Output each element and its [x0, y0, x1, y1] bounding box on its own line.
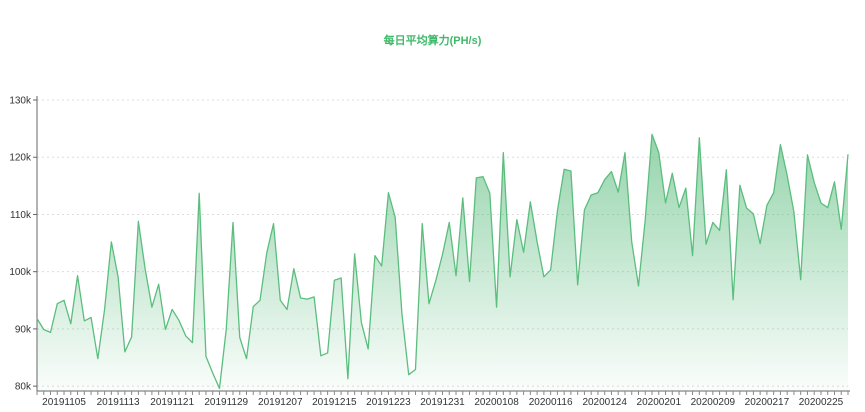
x-tick-label: 20191129 — [204, 397, 248, 408]
x-tick-label: 20200217 — [745, 397, 790, 408]
series-area — [37, 134, 848, 391]
y-tick-label: 130k — [9, 96, 32, 107]
x-tick-label: 20200108 — [474, 397, 519, 408]
chart-title: 每日平均算力(PH/s) — [383, 35, 482, 47]
y-tick-label: 100k — [9, 267, 32, 278]
y-tick-label: 80k — [15, 382, 32, 393]
x-axis: 20191105 20191113 20191121 20191129 20191207… — [36, 391, 849, 408]
x-tick-label: 20191113 — [97, 397, 140, 408]
y-axis: 80k 90k 100k 110k 120k 130k — [9, 96, 37, 393]
x-tick-label: 20200225 — [799, 397, 844, 408]
x-tick-label: 20200201 — [637, 397, 682, 408]
x-tick-label: 20191223 — [366, 397, 411, 408]
x-tick-label: 20191231 — [420, 397, 465, 408]
y-tick-label: 120k — [9, 153, 32, 164]
x-tick-label: 20191121 — [150, 397, 194, 408]
y-tick-label: 110k — [10, 210, 32, 221]
x-tick-label: 20191105 — [42, 397, 86, 408]
x-tick-label: 20191207 — [258, 397, 303, 408]
y-tick-label: 90k — [15, 324, 32, 335]
x-tick-label: 20200209 — [691, 397, 736, 408]
series-line — [36, 133, 849, 390]
x-tick-label: 20200116 — [529, 397, 573, 408]
x-tick-label: 20200124 — [582, 397, 627, 408]
x-tick-label: 20191215 — [312, 397, 357, 408]
